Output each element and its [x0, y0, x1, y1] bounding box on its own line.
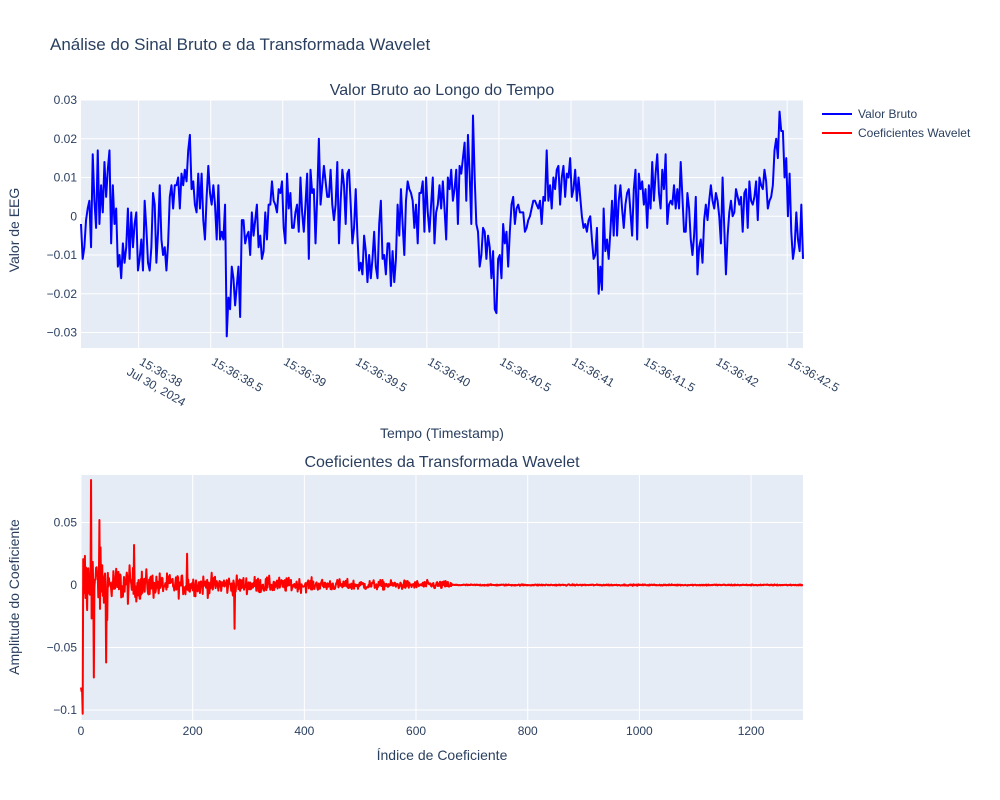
raw-y-tick-label: −0.01	[47, 248, 78, 262]
legend-label-wavelet: Coeficientes Wavelet	[858, 126, 971, 140]
raw-x-axis-label: Tempo (Timestamp)	[380, 425, 504, 441]
wavelet-x-tick-label: 1000	[626, 724, 653, 738]
raw-y-tick-label: 0.01	[54, 171, 78, 185]
raw-y-tick-label: 0	[70, 209, 77, 223]
figure-title: Análise do Sinal Bruto e da Transformada…	[50, 35, 430, 54]
wavelet-y-ticks: 0.05 0 −0.05 −0.1	[47, 516, 78, 718]
raw-y-axis-label: Valor de EEG	[6, 188, 22, 273]
wavelet-y-tick-label: −0.05	[47, 641, 78, 655]
raw-y-tick-label: −0.02	[47, 287, 78, 301]
wavelet-subplot-title: Coeficientes da Transformada Wavelet	[304, 454, 580, 471]
wavelet-x-tick-label: 1200	[738, 724, 765, 738]
wavelet-plot-area	[81, 475, 803, 720]
legend-item-raw[interactable]: Valor Bruto	[822, 107, 917, 121]
legend[interactable]: Valor Bruto Coeficientes Wavelet	[822, 107, 971, 140]
legend-item-wavelet[interactable]: Coeficientes Wavelet	[822, 126, 971, 140]
raw-y-tick-label: 0.02	[54, 132, 78, 146]
wavelet-subplot: 0.05 0 −0.05 −0.1 0 200 400 600 800 1000 1200 Coe…	[6, 454, 804, 763]
wavelet-x-ticks: 0 200 400 600 800 1000 1200	[78, 724, 765, 738]
wavelet-x-axis-label: Índice de Coeficiente	[377, 747, 508, 763]
raw-gridlines	[81, 99, 803, 348]
raw-plot-area	[81, 100, 803, 348]
wavelet-x-tick-label: 0	[78, 724, 85, 738]
raw-signal-subplot: 0.030.020.010−0.01−0.02−0.03 15:36:38Jul…	[6, 82, 842, 441]
wavelet-x-tick-label: 200	[183, 724, 203, 738]
wavelet-coefficients-line	[80, 479, 804, 715]
wavelet-y-tick-label: −0.1	[53, 703, 77, 717]
wavelet-y-axis-label: Amplitude do Coeficiente	[6, 519, 22, 675]
raw-y-ticks: 0.03 0.02 0.01 0 −0.01 −0.02 −0.03	[47, 93, 78, 340]
legend-label-raw: Valor Bruto	[858, 107, 917, 121]
raw-y-tick-label: 0.03	[54, 93, 78, 107]
wavelet-y-tick-label: 0	[70, 578, 77, 592]
raw-signal-line	[80, 110, 804, 338]
wavelet-x-tick-label: 600	[406, 724, 426, 738]
raw-y-tick-label: −0.03	[47, 326, 78, 340]
wavelet-y-tick-label: 0.05	[54, 516, 78, 530]
wavelet-x-tick-label: 400	[294, 724, 314, 738]
raw-subplot-title: Valor Bruto ao Longo do Tempo	[330, 82, 555, 99]
raw-series	[80, 110, 804, 338]
wavelet-series	[80, 479, 804, 715]
wavelet-x-tick-label: 800	[518, 724, 538, 738]
